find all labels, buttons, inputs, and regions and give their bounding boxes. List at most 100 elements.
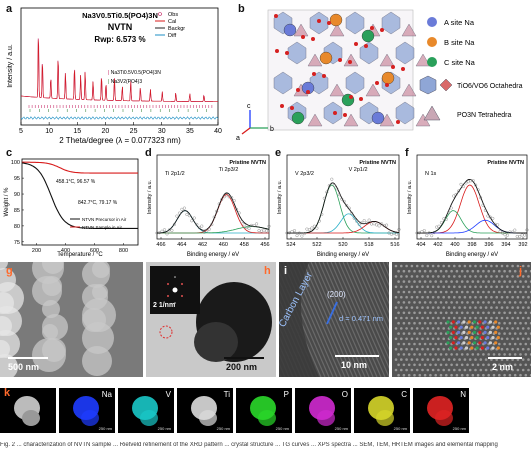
- xps-data-point: [439, 221, 443, 225]
- atom-column-marker: [459, 336, 463, 340]
- xrd-xtick-label: 5: [19, 128, 23, 135]
- tetrahedron: [307, 113, 323, 127]
- eds-map-na: Na 250 nm: [59, 388, 115, 433]
- xps-data-point: [287, 231, 291, 235]
- xps-fit-component: [417, 210, 527, 234]
- octahedron: [345, 71, 365, 95]
- xps-data-point: [422, 229, 426, 233]
- tga-ytick-label: 75: [14, 240, 20, 246]
- xps-xtick-label: 520: [338, 242, 347, 248]
- xps-data-point: [397, 227, 401, 231]
- tetrahedron: [401, 23, 417, 37]
- eds-map-o: O 250 nm: [295, 388, 351, 433]
- xps-data-point: [355, 219, 359, 223]
- atom-column-marker: [488, 341, 492, 345]
- xps-data-point: [394, 232, 398, 236]
- hrtem-scale-bar: [335, 355, 379, 357]
- xps-data-point: [222, 195, 226, 199]
- xps-fit-component: [287, 184, 399, 234]
- atom-column-marker: [475, 325, 479, 329]
- xps-xtick-label: 466: [156, 242, 165, 248]
- atom-column-marker: [475, 346, 479, 350]
- xps-data-point: [195, 222, 199, 226]
- xrd-xtick-label: 35: [186, 128, 194, 135]
- xps-data-point: [340, 197, 344, 201]
- atom-column-marker: [480, 336, 484, 340]
- xrd-phase2: | Na3V2(PO4)3: [108, 79, 142, 85]
- panel-label-e: e: [275, 147, 282, 159]
- xps-data-point: [237, 211, 241, 215]
- octahedron: [381, 11, 401, 35]
- atom-column-marker: [446, 341, 450, 345]
- xrd-legend-diff: Diff: [168, 33, 177, 39]
- xps-xlabel-f: Binding energy / eV: [446, 252, 498, 258]
- xps-xtick-label: 404: [416, 242, 425, 248]
- xps-data-point: [267, 224, 271, 228]
- xps-data-point: [165, 232, 169, 236]
- xps-data-point: [427, 231, 431, 235]
- atom-column-marker: [457, 341, 461, 345]
- xps-data-point: [300, 234, 304, 238]
- eds-scale-text: 250 nm: [216, 426, 230, 431]
- atom-column-marker: [464, 325, 469, 329]
- xrd-calculated-trace: [21, 40, 218, 102]
- tga-xtick-label: 200: [32, 248, 41, 254]
- xps-data-point: [515, 234, 519, 238]
- xps-data-point: [498, 229, 502, 233]
- oxygen-atom: [275, 49, 279, 53]
- oxygen-atom: [312, 72, 316, 76]
- tetrahedron: [329, 23, 345, 37]
- xps-data-point: [207, 227, 211, 231]
- tga-xtick-label: 600: [90, 248, 99, 254]
- oxygen-atom: [354, 42, 358, 46]
- oxygen-atom: [349, 95, 353, 99]
- na-atom: [381, 71, 395, 85]
- tga-xtick-label: 800: [119, 248, 128, 254]
- atom-column-marker: [467, 341, 471, 345]
- panel-label-k: k: [4, 387, 11, 399]
- legend-octahedra: TiO6/VO6 Octahedra: [457, 83, 523, 90]
- xps-data-point: [264, 229, 268, 233]
- tga-ytick-label: 95: [14, 176, 20, 182]
- sem-particle: [92, 284, 108, 300]
- oxygen-atom: [306, 90, 310, 94]
- legend-c-site: C site Na: [444, 58, 476, 67]
- xps-title-f: Pristine NVTN: [487, 160, 524, 166]
- xrd-xtick-label: 40: [214, 128, 222, 135]
- sem-particle: [0, 354, 18, 377]
- xps-data-point: [245, 225, 249, 229]
- xps-peak-label-1: N 1s: [425, 171, 437, 177]
- xps-data-point: [481, 203, 485, 207]
- panel-label-f: f: [405, 147, 409, 159]
- tetrahedron: [401, 83, 417, 97]
- xps-data-point: [447, 210, 451, 214]
- eds-scale-text: 250 nm: [452, 426, 466, 431]
- oxygen-atom: [348, 60, 352, 64]
- xps-peak-label-2: V 2p1/2: [349, 167, 368, 173]
- atom-column-marker: [483, 330, 487, 334]
- eds-element-label: C: [401, 390, 407, 399]
- xps-data-point: [525, 228, 529, 232]
- xps-data-point: [464, 181, 468, 185]
- xps-data-point: [491, 216, 495, 220]
- atom-column-marker: [451, 330, 455, 334]
- xps-data-point: [345, 204, 349, 208]
- xps-ylabel-d: Intensity / a.u.: [147, 179, 153, 214]
- xps-fit-component: [157, 226, 270, 234]
- xrd-xtick-label: 10: [45, 128, 53, 135]
- xps-data-point: [454, 192, 458, 196]
- xrd-phase1: | Na3Ti0.5V0.5(PO4)3N: [108, 70, 161, 76]
- tga-ytick-label: 90: [14, 192, 20, 198]
- tem-scale-text: 200 nm: [226, 362, 258, 372]
- sem-particle: [0, 330, 20, 358]
- xps-data-point: [444, 217, 448, 221]
- sem-particle: [42, 276, 62, 296]
- xps-data-point: [202, 230, 206, 234]
- haadf-scale-text: 2 nm: [492, 362, 514, 372]
- atom-column-marker: [472, 320, 477, 324]
- atom-column-marker: [483, 320, 487, 324]
- oxygen-atom: [391, 65, 395, 69]
- xps-data-point: [350, 211, 354, 215]
- xrd-legend: Obs Cal Backgr Diff: [155, 12, 185, 39]
- legend-b-site: B site Na: [444, 38, 475, 47]
